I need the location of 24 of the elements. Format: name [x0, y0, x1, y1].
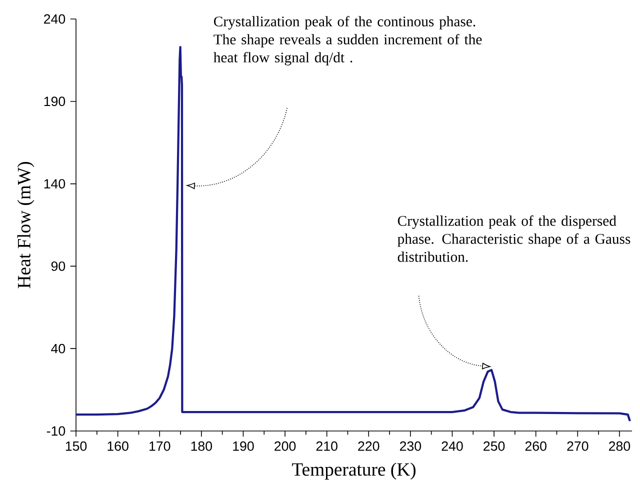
x-tick-label: 260 — [525, 441, 546, 451]
x-tick-label: 150 — [66, 441, 87, 451]
y-tick-label: 40 — [51, 344, 66, 354]
x-tick-label: 170 — [150, 441, 170, 451]
x-tick-label: 250 — [484, 441, 505, 451]
x-tick-label: 180 — [191, 441, 212, 451]
x-tick-label: 200 — [274, 441, 296, 451]
x-tick-label: 230 — [400, 441, 422, 451]
x-tick-label: 270 — [567, 441, 588, 451]
annotation: Crystallization peak of the continous phase. The shape reveals a sudden increment of the heat flow signal dq/dt . — [214, 16, 482, 66]
x-axis-title: Temperature (K) — [292, 462, 416, 480]
x-tick-label: 220 — [358, 441, 380, 451]
y-tick-label: 190 — [44, 96, 66, 106]
x-tick-label: 160 — [108, 441, 128, 451]
x-tick-label: 210 — [316, 441, 338, 451]
x-tick-label: 190 — [233, 441, 254, 451]
y-tick-label: 140 — [44, 179, 66, 189]
annotation: Crystallization peak of the dispersed phase. Characteristic shape of a Gauss distribution. — [398, 215, 630, 262]
x-tick-label: 240 — [442, 441, 463, 451]
y-tick-label: 90 — [51, 261, 66, 271]
y-tick-label: -10 — [46, 426, 66, 436]
x-tick-label: 280 — [609, 441, 630, 451]
y-tick-label: 240 — [44, 14, 66, 24]
y-axis-title: Heat Flow (mW) — [17, 162, 34, 288]
